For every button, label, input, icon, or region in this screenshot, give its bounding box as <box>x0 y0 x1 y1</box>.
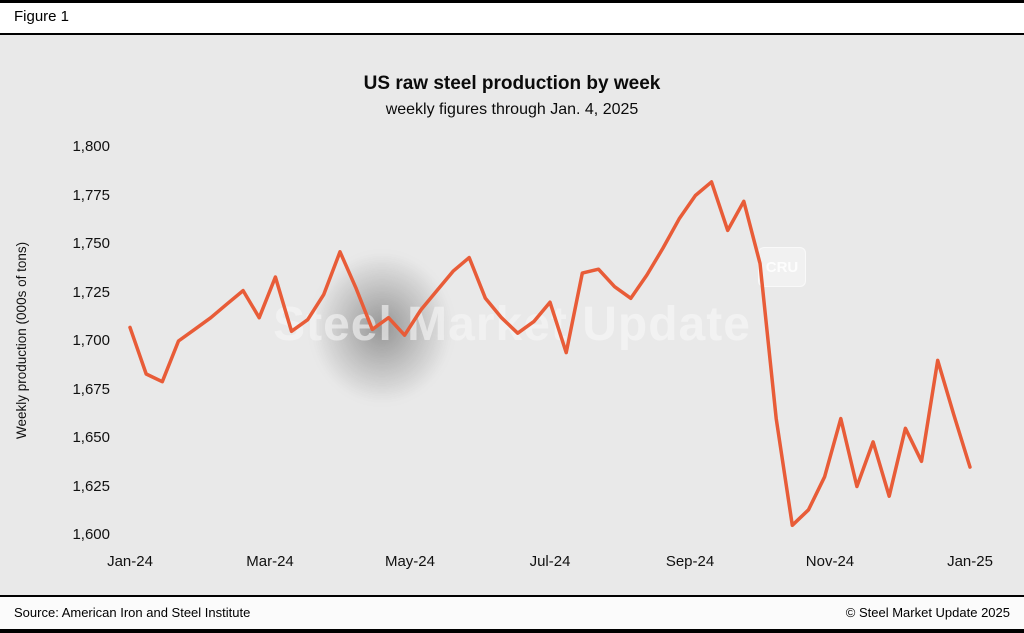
header-divider <box>0 33 1024 35</box>
footer: Source: American Iron and Steel Institut… <box>0 597 1024 629</box>
production-line-series <box>128 180 972 528</box>
chart-title: US raw steel production by week <box>363 73 661 94</box>
chart-subtitle: weekly figures through Jan. 4, 2025 <box>385 101 639 118</box>
figure-label: Figure 1 <box>14 8 70 25</box>
cru-logo-badge: CRU <box>758 247 806 287</box>
bottom-border-bar <box>0 629 1024 633</box>
top-border-bar <box>0 0 1024 3</box>
footer-divider <box>0 595 1024 597</box>
chart-area: US raw steel production by week weekly f… <box>0 35 1024 595</box>
source-attribution: Source: American Iron and Steel Institut… <box>14 605 251 620</box>
copyright-notice: © Steel Market Update 2025 <box>845 605 1010 620</box>
line-chart-plot <box>128 180 972 528</box>
watermark-blob <box>312 253 452 403</box>
